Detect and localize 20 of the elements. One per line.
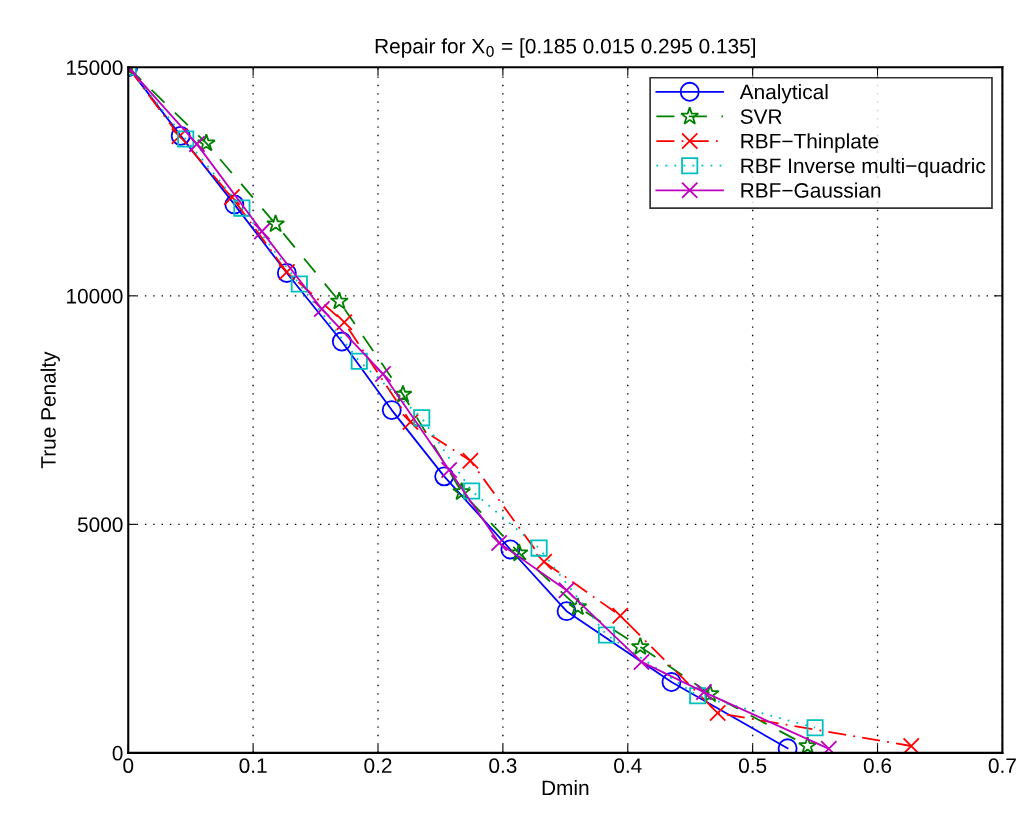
legend-label: SVR	[740, 109, 782, 124]
y-tick-label: 10000	[67, 288, 123, 304]
y-axis-title: True Penalty	[40, 351, 60, 469]
x-tick-label: 0.6	[863, 758, 892, 774]
chart-title: Repair for X$_{0}$ = [0.185 0.015 0.295 0.135]	[375, 38, 756, 58]
legend-label: RBF−Gaussian	[741, 182, 881, 198]
x-tick-label: 0.4	[614, 758, 642, 774]
legend-label: RBF Inverse multi−quadric	[741, 157, 986, 178]
x-tick-label: 0.2	[364, 758, 392, 774]
x-tick-label: 0.3	[489, 758, 517, 774]
y-tick-label: 5000	[77, 517, 123, 533]
legend-label: Analytical	[739, 83, 828, 104]
x-tick-label: 0	[123, 758, 134, 774]
x-tick-label: 0.5	[738, 758, 767, 774]
x-axis-title: Dmin	[542, 779, 589, 796]
x-tick-label: 0.1	[239, 758, 267, 774]
legend-label: RBF−Thinplate	[741, 133, 879, 153]
y-tick-label: 15000	[67, 60, 123, 76]
x-tick-label: 0.7	[988, 758, 1016, 774]
y-tick-label: 0	[112, 745, 123, 761]
